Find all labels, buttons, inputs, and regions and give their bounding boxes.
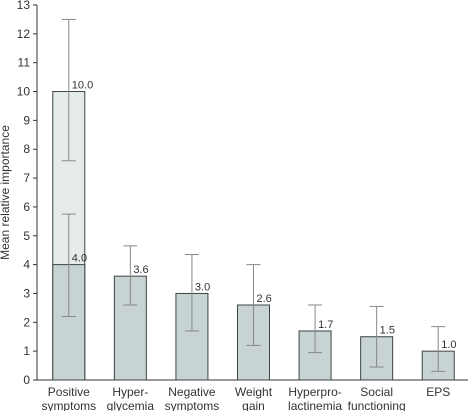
y-tick-label: 1: [23, 344, 30, 358]
category-label: Hyperpro-: [288, 385, 341, 399]
category-label: symptoms: [165, 399, 220, 411]
y-axis-label: Mean relative importance: [0, 125, 12, 260]
y-tick-label: 6: [23, 200, 30, 214]
value-label: 3.0: [195, 281, 210, 293]
error-bars: [61, 18, 446, 372]
category-label: Positive: [48, 385, 90, 399]
value-label: 10.0: [72, 80, 93, 92]
y-tick-label: 0: [23, 373, 30, 387]
y-tick-label: 8: [23, 142, 30, 156]
category-label: Hyper-: [112, 385, 148, 399]
value-label: 1.5: [380, 325, 395, 337]
category-label: functioning: [348, 399, 406, 411]
y-tick-label: 11: [18, 56, 31, 70]
value-label: 1.0: [441, 339, 456, 351]
y-tick-label: 5: [23, 229, 30, 243]
category-label: symptoms: [41, 399, 96, 411]
value-label: 3.6: [133, 264, 148, 276]
value-label: 2.6: [257, 293, 272, 305]
category-label: EPS: [426, 385, 450, 399]
y-tick-label: 9: [23, 113, 30, 127]
y-tick-label: 13: [17, 0, 31, 12]
y-tick-label: 2: [23, 315, 30, 329]
inner-value-label: 4.0: [72, 253, 87, 265]
y-tick-label: 7: [23, 171, 30, 185]
y-tick-label: 10: [17, 85, 31, 99]
category-label: Negative: [168, 385, 216, 399]
category-label: gain: [242, 399, 265, 411]
y-tick-label: 4: [23, 258, 30, 272]
value-labels: 4.0 10.0 3.6 3.0 2.6 1.7 1.5 1.0: [72, 80, 457, 352]
y-tick-label: 12: [17, 27, 31, 41]
category-label: lactinemia: [288, 399, 342, 411]
category-label: glycemia: [107, 399, 155, 411]
category-label: Social: [360, 385, 393, 399]
category-label: Weight: [235, 385, 273, 399]
y-tick-label: 3: [23, 286, 30, 300]
category-labels: PositivesymptomsHyper-glycemiaNegativesy…: [41, 385, 450, 413]
value-label: 1.7: [318, 319, 333, 331]
